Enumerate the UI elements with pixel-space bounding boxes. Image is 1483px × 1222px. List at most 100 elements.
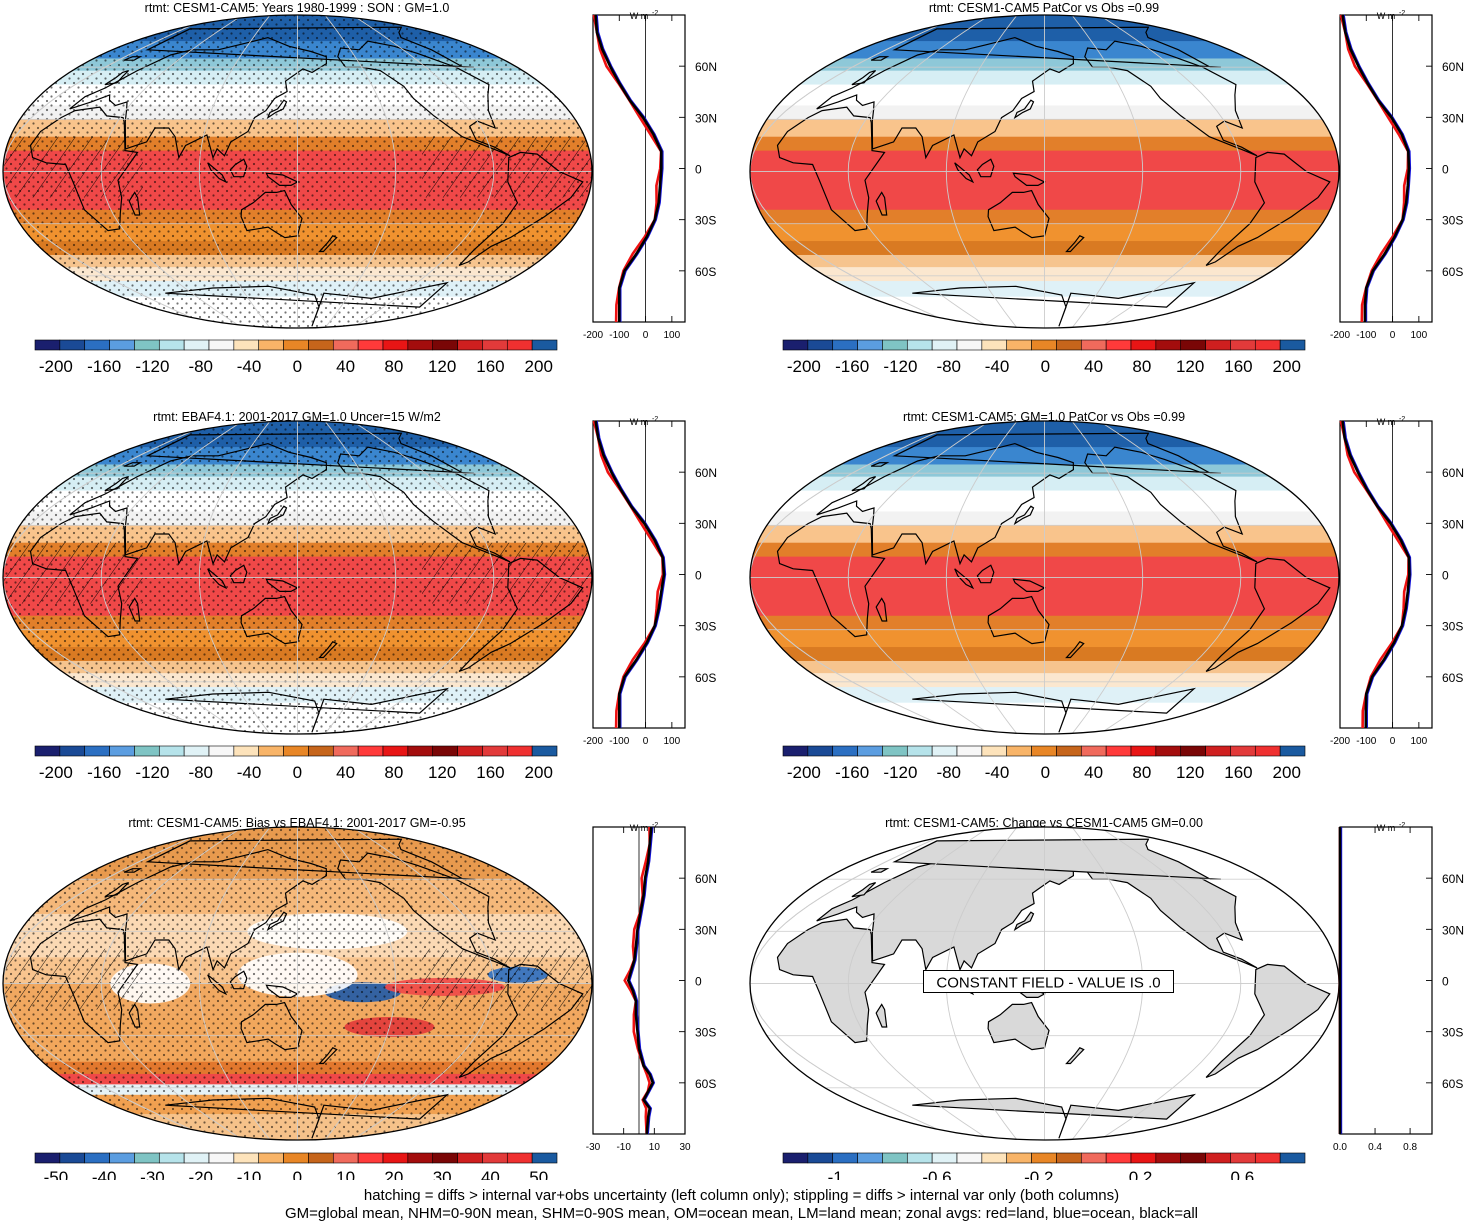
map-area <box>750 15 1339 328</box>
coastline-iceland <box>123 56 143 61</box>
panel-title: rtmt: CESM1-CAM5: Years 1980-1999 : SON … <box>145 1 450 15</box>
colorbar-tick-label: 160 <box>476 357 504 376</box>
zonal-unit-superscript: -2 <box>652 10 658 17</box>
colorbar-tick-label: 120 <box>428 763 456 782</box>
zonal-unit-superscript: -2 <box>1399 822 1405 829</box>
panel-bottom-right: rtmt: CESM1-CAM5: Change vs CESM1-CAM5 G… <box>749 816 1464 1187</box>
coastline-greenland <box>145 432 474 474</box>
panel-title: rtmt: CESM1-CAM5 PatCor vs Obs =0.99 <box>929 1 1159 15</box>
colorbar-segment <box>34 1152 61 1164</box>
coastline-japan <box>1013 911 1035 932</box>
coastline-north-america <box>1084 446 1258 563</box>
colorbar-tick-label: 10 <box>336 1168 355 1180</box>
zonal-mean-plot: -200 -100 0 100 W m -2 60N 30N 0 30S 60S <box>583 10 717 341</box>
colorbar-segment <box>1155 339 1182 351</box>
colorbar-segment <box>857 745 883 757</box>
zonal-x-tick-label: -30 <box>586 1142 601 1153</box>
colorbar-segment <box>956 1152 983 1164</box>
coastline-british-isles <box>104 476 130 492</box>
colorbar-segment <box>807 1152 834 1164</box>
colorbar-segment <box>1080 1152 1107 1164</box>
zonal-plot-frame <box>592 14 686 323</box>
longitude-gridline <box>1071 15 1144 328</box>
zonal-unit-superscript: -2 <box>652 822 658 829</box>
zonal-lat-label: 30N <box>695 111 717 125</box>
colorbar-segment <box>832 1152 858 1164</box>
colorbar-segment <box>531 339 558 351</box>
colorbar-tick-label: 160 <box>476 763 504 782</box>
colorbar-segment <box>1031 745 1057 757</box>
colorbar-tick-label: 40 <box>1084 763 1103 782</box>
zonal-lat-label: 60N <box>695 872 717 886</box>
coastline-british-isles <box>104 70 130 86</box>
colorbar-tick-label: 200 <box>525 763 553 782</box>
zonal-x-tick-label: 30 <box>679 1142 691 1153</box>
zonal-x-tick-label: -10 <box>616 1142 631 1153</box>
zonal-x-tick-label: 0.8 <box>1403 1142 1417 1153</box>
map-area <box>750 421 1339 734</box>
colorbar-segment <box>782 1152 809 1164</box>
longitude-gridline <box>1099 421 1242 734</box>
colorbar-segment <box>357 745 384 757</box>
colorbar-tick-label: -40 <box>985 357 1010 376</box>
coastline-iceland <box>123 868 143 873</box>
hatching-overlay <box>3 542 143 604</box>
colorbar-segment <box>531 745 558 757</box>
colorbar-tick-label: -40 <box>237 763 262 782</box>
zonal-x-tick-label: -100 <box>1356 736 1376 747</box>
coastline-madagascar <box>128 191 141 216</box>
coastline-new-guinea <box>265 578 299 593</box>
colorbar-tick-label: -40 <box>985 763 1010 782</box>
coastline-borneo <box>229 158 248 178</box>
coastline-south-america <box>1205 963 1331 1078</box>
colorbar-segment <box>1105 1152 1132 1164</box>
colorbar-segment <box>407 1152 434 1164</box>
colorbar-segment <box>457 339 483 351</box>
colorbar-segment <box>283 339 309 351</box>
colorbar-tick-label: 160 <box>1224 763 1252 782</box>
longitude-gridline <box>352 827 495 1140</box>
longitude-gridline <box>847 15 990 328</box>
zonal-lat-label: 60S <box>1442 265 1463 279</box>
coastline-australia <box>987 189 1050 239</box>
zonal-x-tick-label: -200 <box>1330 736 1350 747</box>
colorbar-segment <box>1254 1152 1281 1164</box>
zonal-lat-label: 30S <box>1442 214 1463 228</box>
coastline-borneo <box>229 970 248 990</box>
longitude-gridline <box>750 827 963 1140</box>
panel-title: rtmt: CESM1-CAM5: Change vs CESM1-CAM5 G… <box>885 816 1203 830</box>
colorbar-segment <box>931 339 958 351</box>
longitude-gridline <box>750 15 963 328</box>
coastline-new-guinea <box>1012 578 1046 593</box>
zonal-lat-label: 60N <box>1442 872 1464 886</box>
colorbar-tick-label: 0.6 <box>1231 1168 1255 1180</box>
zonal-mean-plot: -200 -100 0 100 W m -2 60N 30N 0 30S 60S <box>1330 416 1464 747</box>
colorbar-segment <box>1056 745 1082 757</box>
coastline-sumatra <box>954 568 975 590</box>
colorbar-tick-label: 120 <box>428 357 456 376</box>
zonal-lat-label: 30S <box>1442 1026 1463 1040</box>
zonal-x-tick-label: 100 <box>664 736 681 747</box>
coastline-greenland <box>892 26 1221 68</box>
coastline-antarctica <box>912 687 1197 733</box>
colorbar-tick-label: -80 <box>188 763 213 782</box>
colorbar-tick-label: -200 <box>787 357 821 376</box>
colorbar-tick-label: 0.2 <box>1129 1168 1153 1180</box>
zonal-unit-label: W m <box>1377 417 1396 427</box>
coastline-british-isles <box>851 882 877 898</box>
coastline-africa <box>776 918 886 1044</box>
coastline-new-guinea <box>265 172 299 186</box>
coastline-new-zealand <box>318 641 338 659</box>
colorbar-segment <box>1279 745 1306 757</box>
colorbar-segment <box>1254 339 1281 351</box>
colorbar-segment <box>1105 745 1132 757</box>
zonal-lat-label: 30N <box>1442 111 1464 125</box>
colorbar-segment <box>1080 339 1107 351</box>
zonal-lat-label: 0 <box>695 569 702 583</box>
colorbar-tick-label: -160 <box>87 763 121 782</box>
coastline-greenland <box>892 432 1221 474</box>
colorbar-tick-label: 50 <box>529 1168 548 1180</box>
colorbar-segment <box>208 745 235 757</box>
colorbar-segment <box>332 1152 359 1164</box>
coastline-madagascar <box>875 597 888 622</box>
